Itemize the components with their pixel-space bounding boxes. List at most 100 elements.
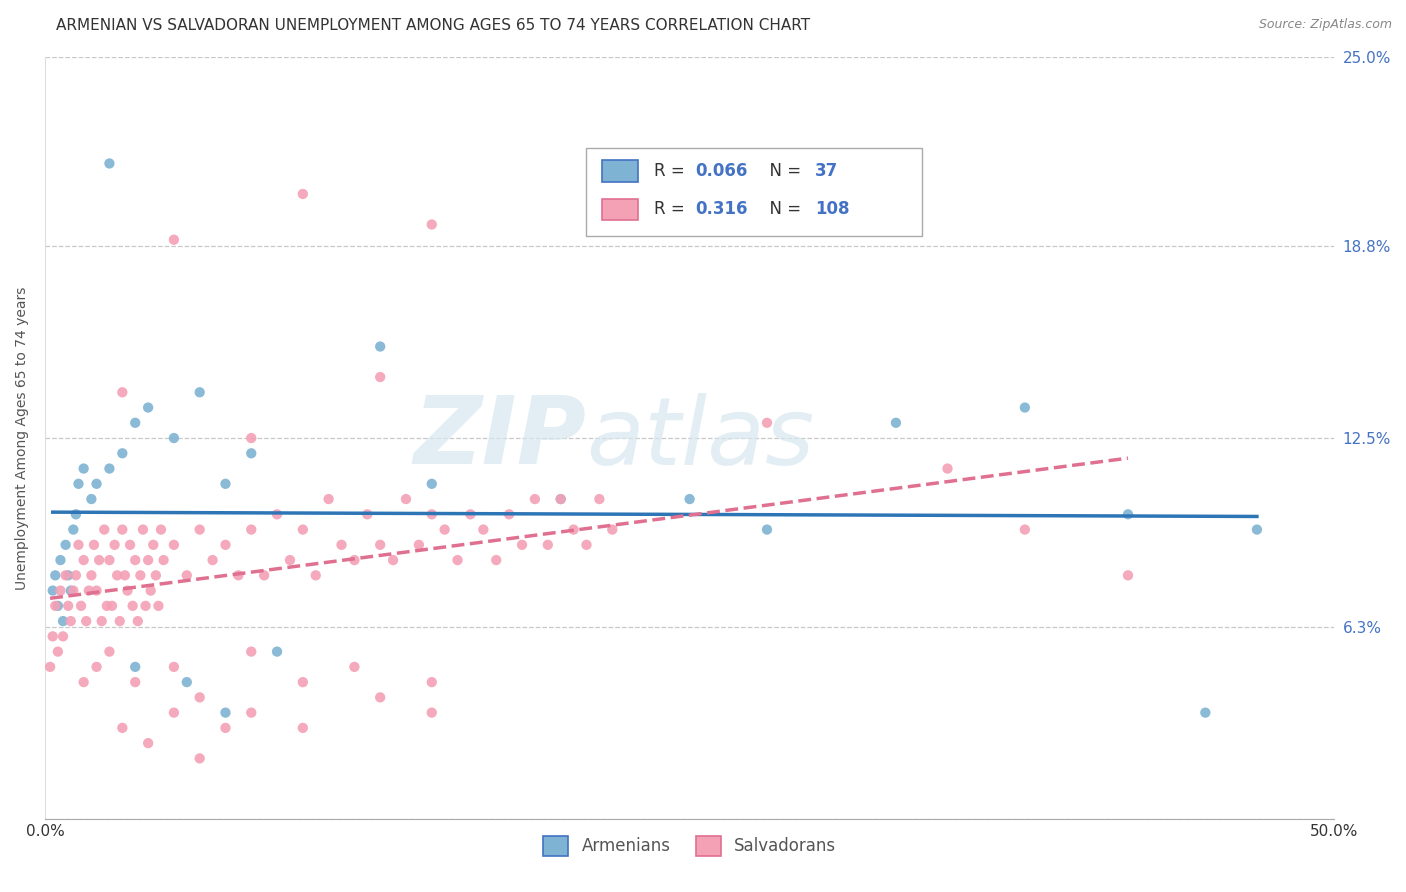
Point [368,339,391,353]
Point [150,523,173,537]
Point [111,385,134,400]
Point [90,614,112,628]
Point [188,690,211,705]
Point [117,583,139,598]
Point [537,538,560,552]
Point [72,553,94,567]
Point [163,538,186,552]
Point [65,568,87,582]
Point [291,675,314,690]
Point [104,538,127,552]
Point [884,416,907,430]
Point [114,568,136,582]
Point [291,523,314,537]
Point [343,660,366,674]
Point [446,553,468,567]
Text: 0.066: 0.066 [695,162,747,180]
Point [395,491,418,506]
Point [550,491,572,506]
FancyBboxPatch shape [602,199,638,220]
Point [70,599,93,613]
Point [39,660,62,674]
Point [86,583,108,598]
Point [101,599,124,613]
Point [41,583,63,598]
Point [368,538,391,552]
Point [510,538,533,552]
Point [756,416,779,430]
Point [382,553,405,567]
Point [575,538,598,552]
Point [145,568,167,582]
Point [356,508,378,522]
Point [83,538,105,552]
Point [67,476,90,491]
Point [214,706,236,720]
Point [98,645,121,659]
Point [240,446,263,460]
Point [139,583,162,598]
Point [1116,508,1139,522]
Point [86,660,108,674]
Point [305,568,328,582]
Point [330,538,353,552]
Point [756,523,779,537]
Point [550,491,572,506]
Point [89,553,111,567]
Text: Source: ZipAtlas.com: Source: ZipAtlas.com [1258,18,1392,31]
Text: N =: N = [759,200,807,219]
Point [214,538,236,552]
Point [59,614,82,628]
Point [127,614,149,628]
Point [98,156,121,170]
Point [266,508,288,522]
Point [420,706,443,720]
Point [98,461,121,475]
Point [420,508,443,522]
Point [176,568,198,582]
Point [1194,706,1216,720]
Text: 0.316: 0.316 [695,200,748,219]
Point [124,553,146,567]
Point [498,508,520,522]
Point [121,599,143,613]
Point [188,523,211,537]
Point [62,583,84,598]
Point [59,583,82,598]
Point [124,675,146,690]
Point [55,568,77,582]
Point [214,721,236,735]
Point [472,523,495,537]
Point [46,645,69,659]
Text: R =: R = [654,162,689,180]
Text: N =: N = [759,162,807,180]
Point [163,233,186,247]
Point [49,553,72,567]
Point [111,721,134,735]
Point [152,553,174,567]
Point [67,538,90,552]
Point [93,523,115,537]
Point [120,538,142,552]
Point [214,476,236,491]
Point [148,599,170,613]
Legend: Armenians, Salvadorans: Armenians, Salvadorans [534,828,845,864]
Text: 37: 37 [814,162,838,180]
Point [44,568,66,582]
Point [600,523,623,537]
Point [80,491,103,506]
Point [44,599,66,613]
Point [368,370,391,384]
Point [86,476,108,491]
Point [46,599,69,613]
Point [562,523,585,537]
Point [201,553,224,567]
Point [176,675,198,690]
Point [240,431,263,445]
Point [98,553,121,567]
Text: ZIP: ZIP [413,392,586,484]
Point [420,476,443,491]
Point [52,614,75,628]
Point [142,538,165,552]
Point [318,491,340,506]
